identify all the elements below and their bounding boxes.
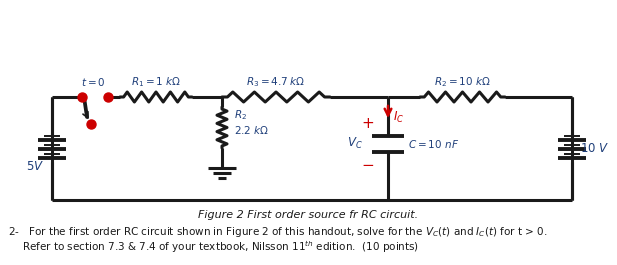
Text: $R_2$
$2.2\ k\Omega$: $R_2$ $2.2\ k\Omega$: [234, 109, 268, 136]
Text: $R_3 = 4.7\ k\Omega$: $R_3 = 4.7\ k\Omega$: [246, 75, 305, 89]
Text: $t=0$: $t=0$: [81, 76, 106, 88]
Text: $5V$: $5V$: [26, 160, 44, 173]
Text: Figure 2 First order source fr RC circuit.: Figure 2 First order source fr RC circui…: [198, 210, 418, 220]
Text: $C=10\ nF$: $C=10\ nF$: [408, 138, 459, 149]
Text: $V_C$: $V_C$: [347, 136, 363, 151]
Text: $I_C$: $I_C$: [393, 109, 404, 125]
Text: $10\ V$: $10\ V$: [580, 142, 610, 155]
Text: $-$: $-$: [362, 156, 375, 171]
Text: $R_2 = 10\ k\Omega$: $R_2 = 10\ k\Omega$: [434, 75, 491, 89]
Text: $R_1 = 1\ k\Omega$: $R_1 = 1\ k\Omega$: [131, 75, 181, 89]
Text: Refer to section 7.3 & 7.4 of your textbook, Nilsson 11$^{th}$ edition.  (10 poi: Refer to section 7.3 & 7.4 of your textb…: [22, 239, 419, 255]
Text: 2-   For the first order RC circuit shown in Figure 2 of this handout, solve for: 2- For the first order RC circuit shown …: [8, 225, 547, 239]
Text: $+$: $+$: [362, 116, 375, 131]
